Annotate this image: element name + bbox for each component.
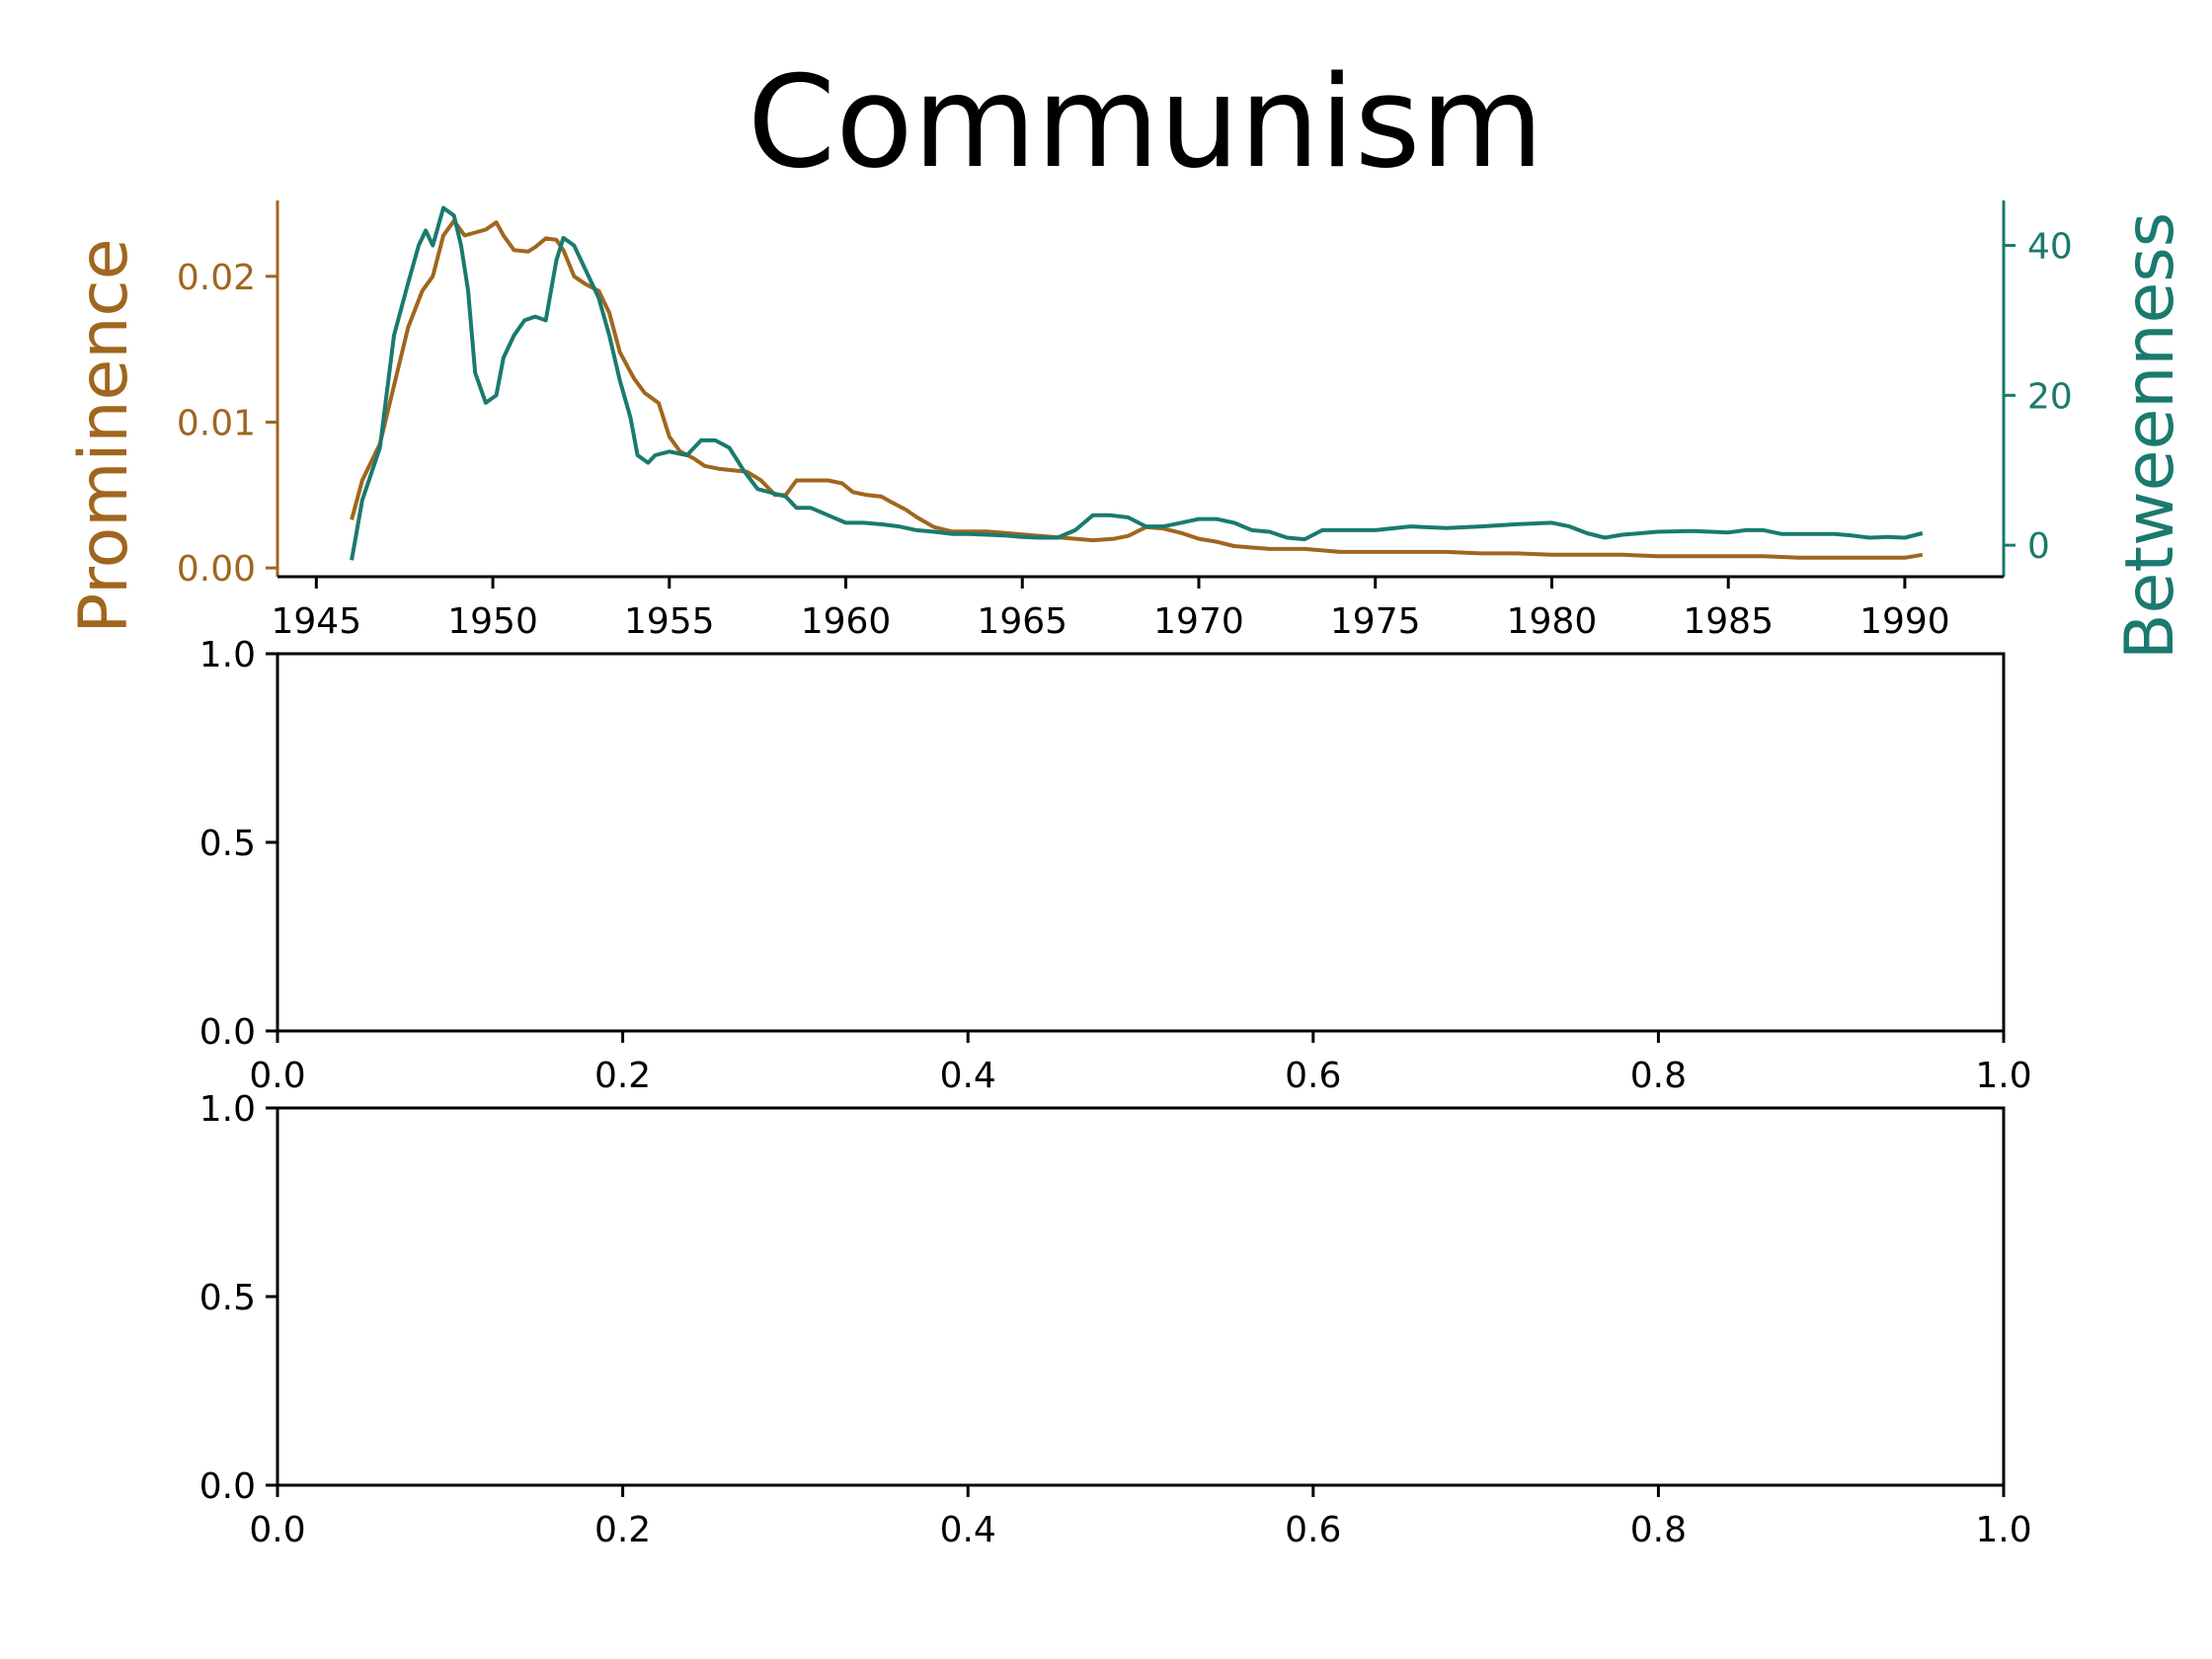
chart-panel-2: 0.0 0.2 0.4 0.6 0.8 1.0 0.0 0.5 1.0 bbox=[199, 635, 2032, 1096]
panels: 1945 1950 1955 1960 1965 1970 1975 1980 1985 1990… bbox=[65, 200, 2189, 1550]
y-axis-label-right: Betweenness bbox=[2111, 212, 2189, 660]
x-tick-label: 0.0 bbox=[249, 1056, 305, 1096]
y-tick-label: 1.0 bbox=[199, 1089, 256, 1130]
y-tick-label-right: 0 bbox=[2027, 526, 2050, 567]
series-line-betweenness bbox=[350, 205, 1924, 561]
y-tick-label-left: 0.01 bbox=[177, 403, 256, 443]
y-tick-label: 0.5 bbox=[199, 1278, 256, 1318]
x-tick-label: 1955 bbox=[624, 601, 715, 642]
series-line-prominence bbox=[350, 218, 1924, 560]
x-tick-label: 1980 bbox=[1507, 601, 1598, 642]
y-axis-label-left: Prominence bbox=[65, 238, 143, 633]
x-tick-label: 0.4 bbox=[940, 1510, 996, 1550]
chart-panel-1: 1945 1950 1955 1960 1965 1970 1975 1980 1985 1990… bbox=[65, 200, 2189, 660]
x-tick-label: 0.2 bbox=[594, 1510, 651, 1550]
x-tick-label: 1970 bbox=[1153, 601, 1244, 642]
x-tick-label: 1.0 bbox=[1975, 1510, 2031, 1550]
y-tick-label-left: 0.00 bbox=[177, 549, 256, 590]
y-tick-label: 0.0 bbox=[199, 1466, 256, 1507]
y-tick-label: 0.5 bbox=[199, 824, 256, 864]
x-tick-label: 0.8 bbox=[1630, 1056, 1687, 1096]
chart-panel-3: 0.0 0.2 0.4 0.6 0.8 1.0 0.0 0.5 1.0 bbox=[199, 1089, 2032, 1550]
x-tick-label: 1965 bbox=[977, 601, 1067, 642]
y-tick-label-left: 0.02 bbox=[177, 258, 256, 298]
x-tick-label: 0.0 bbox=[249, 1510, 305, 1550]
x-tick-label: 1975 bbox=[1330, 601, 1421, 642]
x-tick-label: 0.2 bbox=[594, 1056, 651, 1096]
x-tick-label: 1990 bbox=[1859, 601, 1950, 642]
x-tick-label: 1960 bbox=[801, 601, 892, 642]
x-tick-label: 0.8 bbox=[1630, 1510, 1687, 1550]
x-tick-label: 0.6 bbox=[1285, 1510, 1341, 1550]
y-tick-label-right: 40 bbox=[2027, 227, 2073, 268]
y-tick-label: 1.0 bbox=[199, 635, 256, 675]
y-tick-label: 0.0 bbox=[199, 1012, 256, 1053]
x-tick-label: 1.0 bbox=[1975, 1056, 2031, 1096]
x-tick-label: 1985 bbox=[1683, 601, 1774, 642]
x-tick-label: 1950 bbox=[447, 601, 538, 642]
x-tick-label: 1945 bbox=[272, 601, 362, 642]
x-tick-label: 0.6 bbox=[1285, 1056, 1341, 1096]
x-tick-label: 0.4 bbox=[940, 1056, 996, 1096]
figure-title: Communism bbox=[748, 49, 1543, 197]
y-tick-label-right: 20 bbox=[2027, 376, 2073, 417]
